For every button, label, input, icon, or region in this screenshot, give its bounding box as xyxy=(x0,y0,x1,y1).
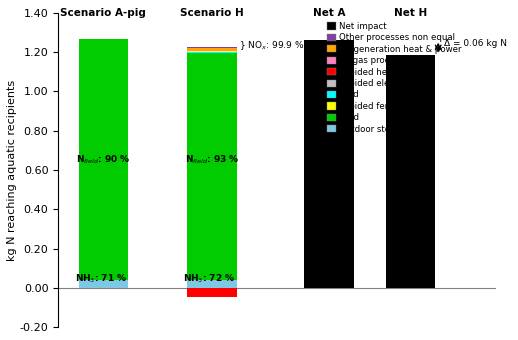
Bar xyxy=(187,48,237,50)
Bar xyxy=(79,280,128,288)
Bar xyxy=(79,39,128,280)
Bar xyxy=(187,53,237,280)
Bar xyxy=(187,280,237,288)
Text: Scenario A-pig: Scenario A-pig xyxy=(61,8,146,18)
Text: NH$_3$: 71 %: NH$_3$: 71 % xyxy=(75,272,127,285)
Text: Net H: Net H xyxy=(394,8,427,18)
Text: Net A: Net A xyxy=(313,8,346,18)
Bar xyxy=(187,50,237,51)
Bar xyxy=(187,47,237,48)
Y-axis label: kg N reaching aquatic recipients: kg N reaching aquatic recipients xyxy=(7,80,17,260)
Bar xyxy=(386,55,436,288)
Bar xyxy=(187,51,237,52)
Text: N$_{field}$: 93 %: N$_{field}$: 93 % xyxy=(184,154,239,166)
Text: Scenario H: Scenario H xyxy=(180,8,243,18)
Text: NH$_3$: 72 %: NH$_3$: 72 % xyxy=(183,272,235,285)
Bar xyxy=(187,288,237,297)
Text: N$_{field}$: 90 %: N$_{field}$: 90 % xyxy=(76,154,131,166)
Bar xyxy=(305,40,354,288)
Text: Δ = 0.06 kg N: Δ = 0.06 kg N xyxy=(443,39,507,48)
Legend: Net impact, Other processes non equal, Co-generation heat & power, Biogas produc: Net impact, Other processes non equal, C… xyxy=(325,20,464,135)
Bar xyxy=(187,52,237,53)
Text: } NO$_x$: 99.9 %: } NO$_x$: 99.9 % xyxy=(239,39,305,52)
